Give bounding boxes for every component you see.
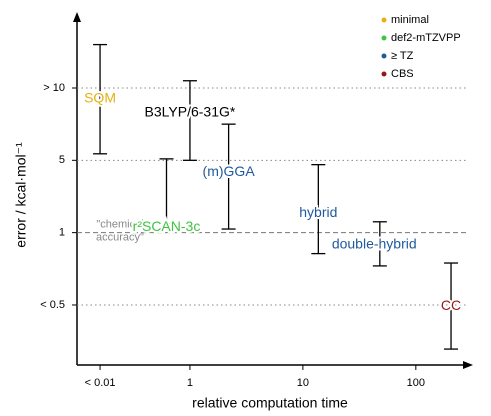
- method-label: hybrid: [299, 204, 337, 220]
- x-arrow: [463, 361, 473, 369]
- method-label: SQM: [84, 89, 116, 105]
- y-tick-label: > 10: [43, 82, 65, 94]
- reference-label: "chemical: [96, 219, 143, 231]
- method-label: r²SCAN-3c: [133, 218, 201, 234]
- legend-label: minimal: [391, 14, 429, 26]
- y-tick-label: 5: [59, 154, 65, 166]
- y-tick-label: 1: [59, 227, 65, 239]
- y-tick-label: < 0.5: [40, 299, 65, 311]
- x-tick-label: 10: [297, 377, 309, 389]
- legend-label: ≥ TZ: [391, 50, 414, 62]
- method-label: B3LYP/6-31G*: [145, 103, 236, 119]
- legend-dot: [381, 71, 387, 77]
- x-tick-label: 1: [187, 377, 193, 389]
- method-label: double-hybrid: [332, 236, 417, 252]
- legend-dot: [381, 17, 387, 23]
- method-label: CC: [441, 297, 461, 313]
- y-axis-label: error / kcal·mol⁻¹: [13, 142, 29, 248]
- method-label: (m)GGA: [203, 163, 256, 179]
- x-tick-label: 100: [407, 377, 425, 389]
- legend-label: CBS: [391, 68, 414, 80]
- legend-dot: [381, 35, 387, 41]
- x-tick-label: < 0.01: [85, 377, 116, 389]
- reference-label: accuracy": [96, 232, 144, 244]
- y-arrow: [73, 12, 81, 22]
- x-axis-label: relative computation time: [192, 395, 348, 411]
- legend-dot: [381, 53, 387, 59]
- legend-label: def2-mTZVPP: [391, 32, 461, 44]
